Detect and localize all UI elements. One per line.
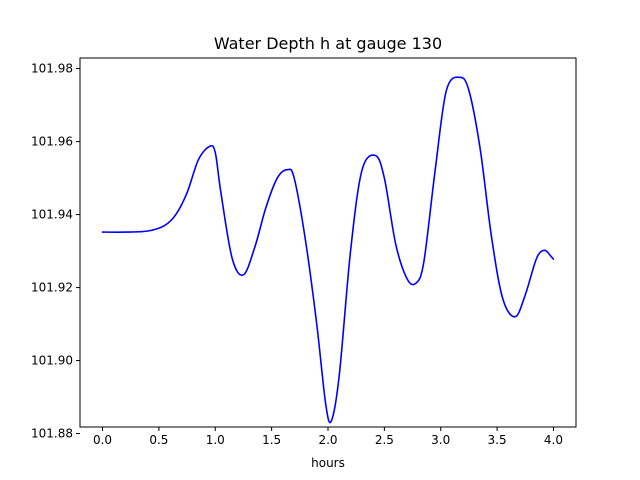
y-tick-label: 101.94 bbox=[31, 208, 73, 222]
y-tick-label: 101.92 bbox=[31, 281, 73, 295]
x-tick-label: 1.0 bbox=[206, 433, 225, 447]
x-tick-label: 1.5 bbox=[262, 433, 281, 447]
x-tick-label: 3.5 bbox=[488, 433, 507, 447]
series-line-0 bbox=[101, 76, 555, 424]
x-tick-label: 4.0 bbox=[544, 433, 563, 447]
x-axis: 0.0 0.5 1.0 1.5 2.0 2.5 3.0 3.5 4.0 bbox=[93, 427, 563, 447]
y-axis: 101.88 101.90 101.92 101.94 101.96 101.98 bbox=[31, 62, 80, 441]
x-tick-label: 2.5 bbox=[375, 433, 394, 447]
x-tick-label: 0.5 bbox=[149, 433, 168, 447]
chart-title: Water Depth h at gauge 130 bbox=[214, 34, 442, 53]
x-tick-label: 3.0 bbox=[431, 433, 450, 447]
y-tick-label: 101.96 bbox=[31, 135, 73, 149]
x-axis-label: hours bbox=[311, 456, 345, 470]
y-tick-label: 101.90 bbox=[31, 354, 73, 368]
x-tick-label: 0.0 bbox=[93, 433, 112, 447]
y-tick-label: 101.88 bbox=[31, 427, 73, 441]
series-layer bbox=[101, 76, 555, 424]
x-tick-label: 2.0 bbox=[318, 433, 337, 447]
y-tick-label: 101.98 bbox=[31, 62, 73, 76]
